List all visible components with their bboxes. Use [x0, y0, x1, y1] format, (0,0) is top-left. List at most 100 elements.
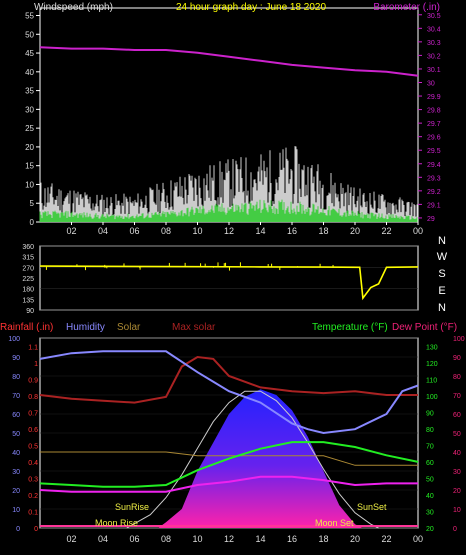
y-tick-label: 15	[25, 162, 34, 171]
y-tick-label: 40	[25, 68, 34, 77]
series-line-maxsolar	[39, 355, 418, 404]
dewpoint-tick-label: 10	[453, 507, 461, 514]
series-line-temperaturef	[39, 441, 419, 488]
x-tick-label: 16	[287, 226, 297, 236]
temp-tick-label: 80	[426, 427, 434, 434]
humidity-tick-label: 40	[12, 450, 20, 457]
x-tick-label: 00	[413, 226, 423, 236]
y2-tick-label: 30.5	[427, 13, 441, 20]
humidity-tick-label: 10	[12, 507, 20, 514]
direction-label: E	[438, 285, 445, 297]
dewpoint-tick-label: 80	[453, 374, 461, 381]
y2-tick-label: 29.5	[427, 148, 441, 155]
y-tick-label: 35	[25, 87, 34, 96]
rain-tick-label: 0.6	[28, 427, 38, 434]
annotation-moonset: Moon Set	[315, 518, 354, 528]
x-tick-label: 22	[381, 226, 391, 236]
y2-tick-label: 29.7	[427, 121, 441, 128]
series-line-humidity	[39, 350, 419, 435]
direction-label: W	[437, 251, 448, 263]
x-tick-label: 04	[98, 226, 108, 236]
x-tick-label: 06	[129, 534, 139, 544]
temp-tick-label: 20	[426, 526, 434, 533]
y2-tick-label: 29	[427, 216, 435, 223]
x-tick-label: 22	[381, 534, 391, 544]
y-tick-label: 135	[22, 297, 34, 304]
rain-tick-label: 0.2	[28, 493, 38, 500]
y2-axis-title: Barometer (.in)	[373, 2, 440, 13]
series-line-solar	[40, 451, 418, 466]
y-tick-label: 225	[22, 276, 34, 283]
solar-radiation-area	[158, 389, 363, 528]
y2-tick-label: 29.9	[427, 94, 441, 101]
humidity-tick-label: 70	[12, 393, 20, 400]
y2-tick-label: 30.3	[427, 40, 441, 47]
temp-tick-label: 100	[426, 394, 438, 401]
dewpoint-tick-label: 20	[453, 488, 461, 495]
direction-label: S	[438, 268, 445, 280]
dewpoint-tick-label: 40	[453, 450, 461, 457]
legend-label: Dew Point (°F)	[392, 322, 457, 333]
y2-tick-label: 30.4	[427, 26, 441, 33]
rain-tick-label: 0.7	[28, 410, 38, 417]
y2-tick-label: 30.2	[427, 53, 441, 60]
rain-tick-label: 1.1	[28, 344, 38, 351]
y-tick-label: 180	[22, 287, 34, 294]
temp-tick-label: 110	[426, 377, 437, 384]
humidity-tick-label: 30	[12, 469, 20, 476]
temp-tick-label: 120	[426, 361, 438, 368]
y-tick-label: 10	[25, 180, 34, 189]
barometer-line	[39, 46, 419, 77]
humidity-tick-label: 20	[12, 488, 20, 495]
x-tick-label: 12	[224, 534, 234, 544]
y-tick-label: 360	[22, 244, 34, 251]
humidity-tick-label: 90	[12, 355, 20, 362]
y2-tick-label: 29.6	[427, 135, 441, 142]
humidity-tick-label: 80	[12, 374, 20, 381]
temperature-humidity-panel: 010203040506070809010000.10.20.30.40.50.…	[0, 322, 465, 544]
legend-label: Max solar	[172, 322, 216, 333]
legend-label: Temperature (°F)	[312, 322, 388, 333]
rain-tick-label: 0.4	[28, 460, 38, 467]
annotation-sunrise: SunRise	[115, 502, 149, 512]
dewpoint-tick-label: 90	[453, 355, 461, 362]
rain-tick-label: 0.8	[28, 394, 38, 401]
temp-tick-label: 70	[426, 443, 434, 450]
x-tick-label: 18	[318, 534, 328, 544]
y-tick-label: 25	[25, 124, 34, 133]
x-tick-label: 10	[192, 226, 202, 236]
x-tick-label: 16	[287, 534, 297, 544]
y-tick-label: 5	[30, 199, 35, 208]
legend-label: Rainfall (.in)	[0, 322, 53, 333]
dewpoint-tick-label: 30	[453, 469, 461, 476]
temp-tick-label: 50	[426, 476, 434, 483]
rain-tick-label: 0	[34, 526, 38, 533]
dewpoint-tick-label: 50	[453, 431, 461, 438]
y2-tick-label: 29.8	[427, 108, 441, 115]
x-tick-label: 02	[66, 226, 76, 236]
x-tick-label: 18	[318, 226, 328, 236]
legend-label: Humidity	[66, 322, 105, 333]
rain-tick-label: 1	[34, 361, 38, 368]
direction-label: N	[438, 235, 446, 247]
legend-label: Solar	[117, 322, 141, 333]
y-tick-label: 315	[22, 255, 34, 262]
temp-tick-label: 60	[426, 460, 434, 467]
chart-title: 24 hour graph day : June 18 2020	[176, 2, 327, 13]
x-tick-label: 02	[66, 534, 76, 544]
humidity-tick-label: 60	[12, 412, 20, 419]
dewpoint-tick-label: 70	[453, 393, 461, 400]
x-tick-label: 06	[129, 226, 139, 236]
x-tick-label: 14	[255, 226, 265, 236]
temp-tick-label: 40	[426, 493, 434, 500]
y-axis-title: Windspeed (mph)	[34, 2, 113, 13]
x-tick-label: 08	[161, 226, 171, 236]
y2-tick-label: 29.3	[427, 175, 441, 182]
x-tick-label: 20	[350, 226, 360, 236]
direction-label: N	[438, 302, 446, 314]
annotation-moonrise: Moon Rise	[95, 518, 138, 528]
temp-tick-label: 130	[426, 344, 438, 351]
humidity-tick-label: 0	[16, 526, 20, 533]
